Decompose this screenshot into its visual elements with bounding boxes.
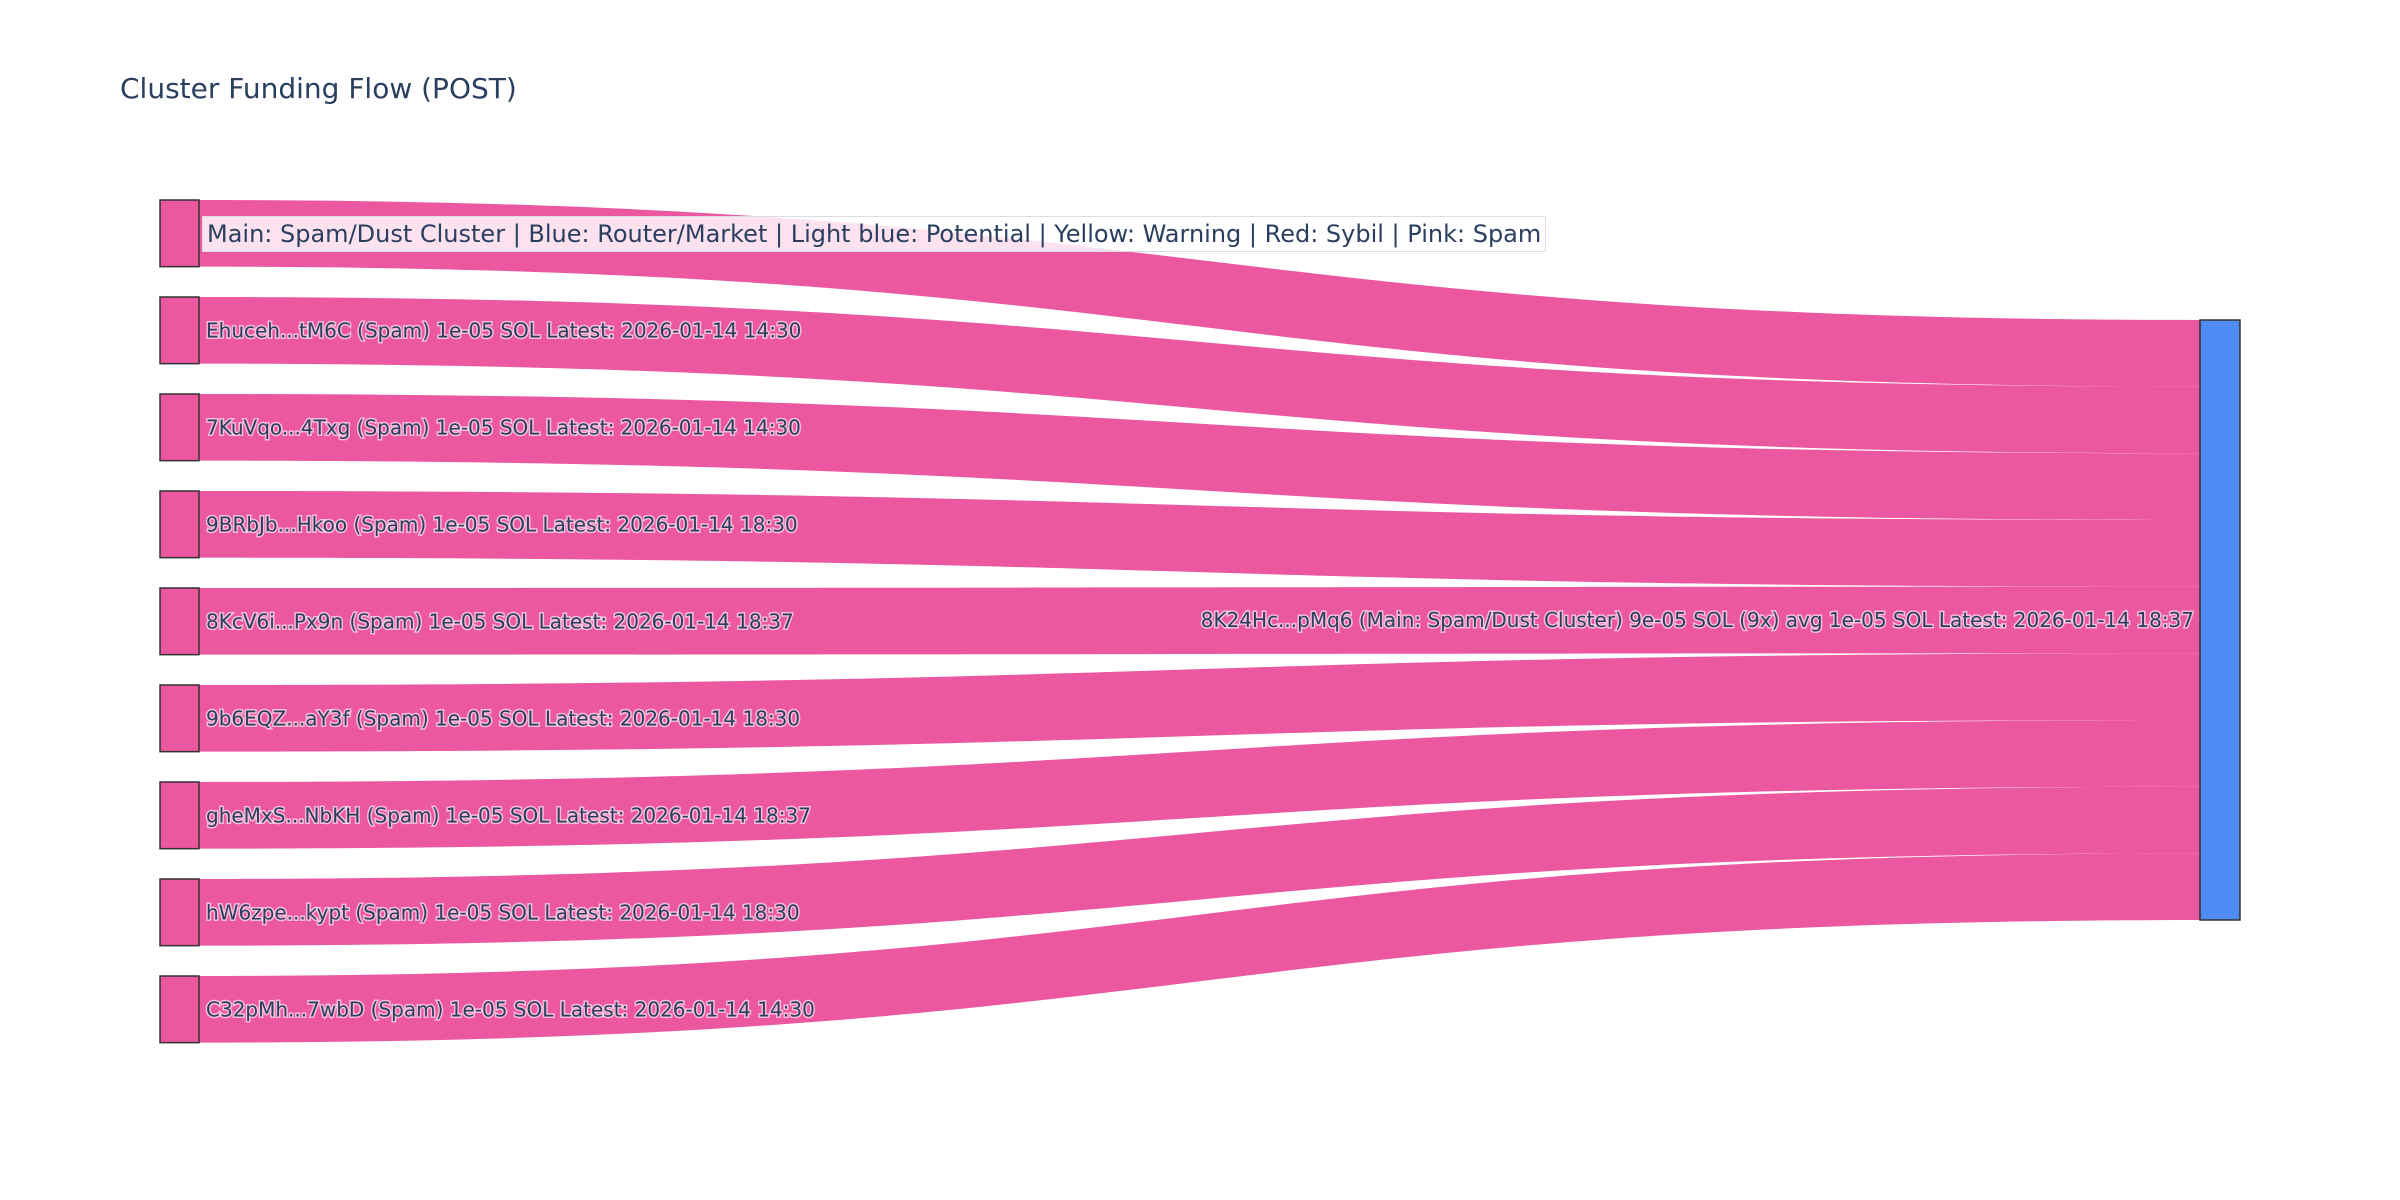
- target-node[interactable]: [2199, 319, 2241, 921]
- flow-link[interactable]: [199, 586, 2200, 655]
- flow-link[interactable]: [199, 297, 2200, 454]
- source-node-label: 8KcV6i...Px9n (Spam) 1e-05 SOL Latest: 2…: [206, 609, 794, 633]
- source-node[interactable]: [159, 490, 200, 559]
- links: [199, 200, 2200, 1043]
- source-node-label: hW6zpe...kypt (Spam) 1e-05 SOL Latest: 2…: [206, 900, 800, 924]
- nodes: Ehuceh...tM6C (Spam) 1e-05 SOL Latest: 2…: [159, 199, 2241, 1044]
- source-node[interactable]: [159, 296, 200, 365]
- flow-link[interactable]: [199, 720, 2200, 849]
- target-node-label: 8K24Hc...pMq6 (Main: Spam/Dust Cluster) …: [1201, 608, 2194, 632]
- source-node[interactable]: [159, 393, 200, 462]
- chart-title: Cluster Funding Flow (POST): [120, 72, 517, 105]
- source-node-label: 9BRbJb...Hkoo (Spam) 1e-05 SOL Latest: 2…: [206, 512, 798, 536]
- flow-link[interactable]: [199, 394, 2200, 520]
- source-node[interactable]: [159, 684, 200, 753]
- source-node-label: gheMxS...NbKH (Spam) 1e-05 SOL Latest: 2…: [206, 803, 811, 827]
- source-node-label: Ehuceh...tM6C (Spam) 1e-05 SOL Latest: 2…: [206, 318, 801, 342]
- source-node[interactable]: [159, 587, 200, 656]
- source-node[interactable]: [159, 199, 200, 268]
- source-node-label: 7KuVqo...4Txg (Spam) 1e-05 SOL Latest: 2…: [206, 415, 801, 439]
- source-node-label: C32pMh...7wbD (Spam) 1e-05 SOL Latest: 2…: [206, 997, 815, 1021]
- flow-link[interactable]: [199, 786, 2200, 946]
- flow-link[interactable]: [199, 853, 2200, 1043]
- source-node[interactable]: [159, 781, 200, 850]
- legend: Main: Spam/Dust Cluster | Blue: Router/M…: [202, 216, 1547, 252]
- source-node-label: 9b6EQZ...aY3f (Spam) 1e-05 SOL Latest: 2…: [206, 706, 800, 730]
- flow-link[interactable]: [199, 491, 2200, 587]
- flow-link[interactable]: [199, 653, 2200, 752]
- source-node[interactable]: [159, 878, 200, 947]
- source-node[interactable]: [159, 975, 200, 1044]
